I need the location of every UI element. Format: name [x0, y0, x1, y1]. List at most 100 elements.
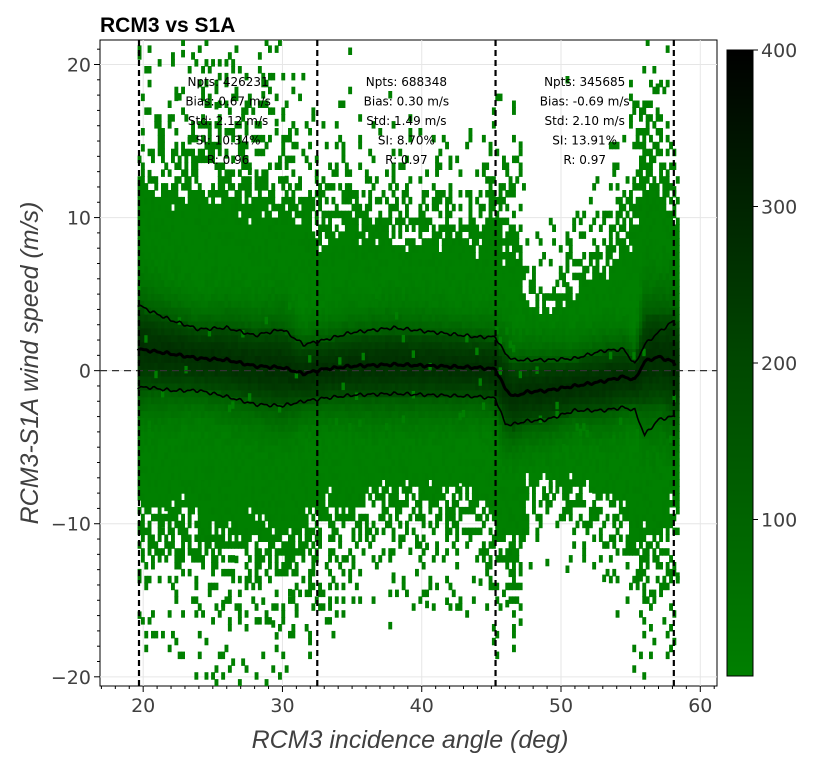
heatmap-cell — [221, 479, 226, 487]
heatmap-cell — [354, 293, 359, 301]
heatmap-cell — [418, 417, 423, 425]
heatmap-cell — [167, 355, 172, 363]
heatmap-cell — [395, 258, 399, 267]
heatmap-cell — [314, 424, 319, 432]
heatmap-cell — [214, 500, 219, 508]
heatmap-cell — [364, 472, 369, 480]
heatmap-cell — [415, 341, 419, 350]
heatmap-cell — [181, 196, 185, 205]
heatmap-cell — [268, 431, 272, 439]
heatmap-cell — [221, 513, 226, 522]
heatmap-cell — [274, 265, 279, 274]
heatmap-cell — [284, 155, 289, 164]
heatmap-cell — [278, 286, 282, 294]
heatmap-cell — [214, 348, 219, 356]
heatmap-cell — [254, 348, 259, 356]
heatmap-cell — [301, 465, 306, 474]
heatmap-cell — [408, 444, 413, 453]
heatmap-cell — [221, 210, 226, 219]
heatmap-cell — [174, 479, 179, 487]
heatmap-cell — [298, 224, 302, 232]
heatmap-cell — [214, 279, 219, 288]
heatmap-cell — [431, 438, 436, 446]
heatmap-cell — [274, 355, 279, 363]
heatmap-cell — [358, 403, 363, 412]
heatmap-cell — [328, 334, 332, 343]
heatmap-cell — [207, 258, 212, 267]
heatmap-cell — [331, 369, 336, 377]
heatmap-cell — [408, 355, 413, 363]
heatmap-cell — [261, 320, 266, 329]
heatmap-cell — [191, 382, 195, 391]
heatmap-cell — [187, 506, 192, 515]
heatmap-cell — [161, 293, 165, 301]
heatmap-cell — [237, 314, 242, 322]
heatmap-cell — [211, 320, 215, 329]
heatmap-cell — [201, 307, 205, 315]
heatmap-cell — [344, 265, 349, 274]
heatmap-cell — [221, 362, 226, 370]
heatmap-cell — [268, 279, 272, 288]
heatmap-cell — [254, 441, 259, 449]
heatmap-cell — [298, 252, 302, 260]
heatmap-cell — [184, 203, 189, 212]
heatmap-cell — [174, 431, 179, 439]
heatmap-cell — [264, 286, 269, 294]
heatmap-cell — [167, 424, 172, 432]
heatmap-cell — [364, 341, 369, 350]
heatmap-cell — [187, 541, 192, 549]
heatmap-cell — [221, 183, 226, 191]
heatmap-cell — [415, 444, 419, 453]
heatmap-cell — [308, 355, 312, 363]
heatmap-cell — [197, 472, 202, 480]
heatmap-cell — [204, 444, 209, 453]
heatmap-cell — [341, 369, 346, 377]
heatmap-cell — [334, 224, 339, 232]
heatmap-cell — [261, 265, 266, 274]
heatmap-cell — [164, 376, 169, 384]
heatmap-cell — [301, 320, 306, 329]
heatmap-cell — [314, 403, 319, 412]
heatmap-cell — [351, 217, 356, 226]
heatmap-cell — [281, 369, 286, 377]
heatmap-cell — [354, 210, 359, 219]
heatmap-cell — [241, 513, 246, 522]
heatmap-cell — [395, 245, 399, 253]
heatmap-cell — [378, 417, 383, 425]
heatmap-cell — [224, 493, 229, 501]
heatmap-cell — [311, 369, 316, 377]
heatmap-cell — [187, 369, 192, 377]
heatmap-cell — [288, 555, 292, 563]
heatmap-cell — [314, 493, 319, 501]
heatmap-cell — [371, 534, 376, 542]
heatmap-cell — [171, 245, 175, 253]
heatmap-cell — [358, 286, 363, 294]
heatmap-cell — [207, 155, 212, 164]
heatmap-cell — [221, 403, 226, 412]
heatmap-cell — [187, 348, 192, 356]
heatmap-cell — [264, 548, 269, 556]
heatmap-cell — [264, 506, 269, 515]
heatmap-cell — [321, 307, 326, 315]
heatmap-cell — [401, 479, 406, 487]
heatmap-cell — [147, 575, 152, 584]
heatmap-cell — [157, 389, 162, 398]
heatmap-cell — [351, 245, 356, 253]
heatmap-cell — [244, 520, 249, 529]
heatmap-cell — [418, 293, 423, 301]
heatmap-cell — [177, 231, 182, 239]
heatmap-cell — [154, 176, 159, 184]
heatmap-cell — [231, 401, 236, 409]
heatmap-cell — [244, 217, 249, 226]
heatmap-cell — [221, 176, 226, 184]
heatmap-cell — [398, 217, 403, 226]
heatmap-cell — [411, 458, 416, 467]
heatmap-cell — [378, 286, 383, 294]
heatmap-cell — [204, 341, 209, 350]
heatmap-cell — [177, 403, 182, 412]
heatmap-cell — [197, 284, 202, 292]
heatmap-cell — [234, 314, 239, 322]
heatmap-cell — [321, 341, 326, 350]
heatmap-cell — [368, 355, 373, 363]
heatmap-cell — [341, 382, 346, 391]
